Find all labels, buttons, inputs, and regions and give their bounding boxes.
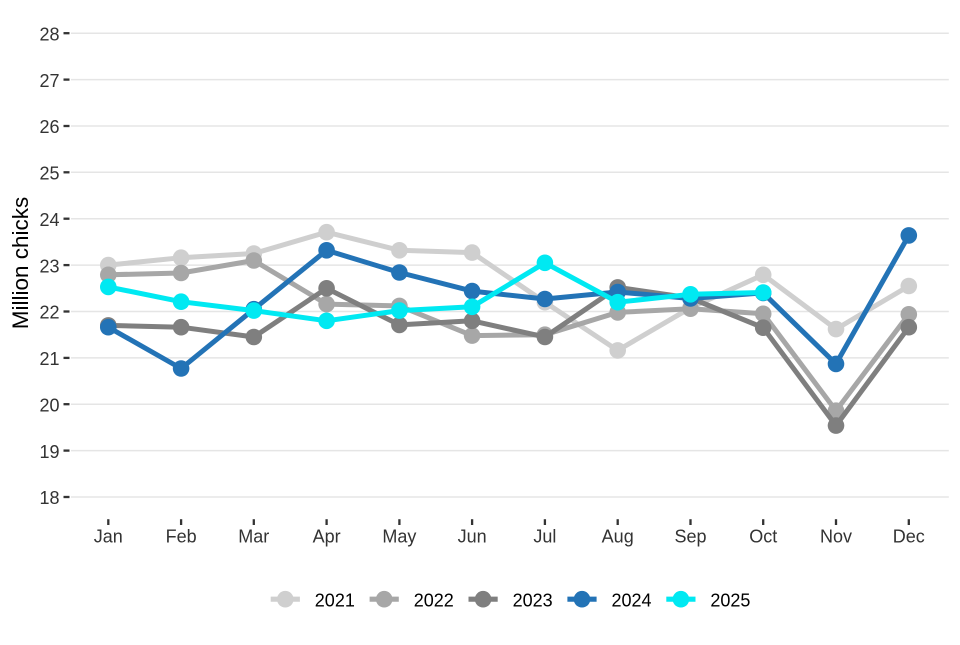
svg-text:27: 27 [39,71,59,91]
svg-text:Jun: Jun [458,527,487,547]
svg-text:Jan: Jan [94,527,123,547]
svg-text:Dec: Dec [893,527,925,547]
svg-text:Jul: Jul [533,527,556,547]
svg-text:20: 20 [39,395,59,415]
svg-text:Aug: Aug [602,527,634,547]
svg-text:22: 22 [39,303,59,323]
svg-text:Mar: Mar [238,527,269,547]
svg-text:Apr: Apr [313,527,341,547]
svg-text:2025: 2025 [710,590,750,610]
svg-text:2022: 2022 [414,590,454,610]
svg-text:19: 19 [39,442,59,462]
svg-text:2023: 2023 [513,590,553,610]
svg-text:28: 28 [39,24,59,44]
svg-text:Sep: Sep [674,527,706,547]
svg-text:Million chicks: Million chicks [8,197,33,330]
svg-text:18: 18 [39,488,59,508]
svg-text:25: 25 [39,164,59,184]
svg-text:24: 24 [39,210,59,230]
svg-text:Nov: Nov [820,527,852,547]
svg-text:2021: 2021 [315,590,355,610]
svg-text:Feb: Feb [166,527,197,547]
svg-text:26: 26 [39,117,59,137]
svg-text:Oct: Oct [749,527,777,547]
svg-text:21: 21 [39,349,59,369]
svg-text:2024: 2024 [612,590,652,610]
svg-text:23: 23 [39,256,59,276]
svg-text:May: May [382,527,416,547]
